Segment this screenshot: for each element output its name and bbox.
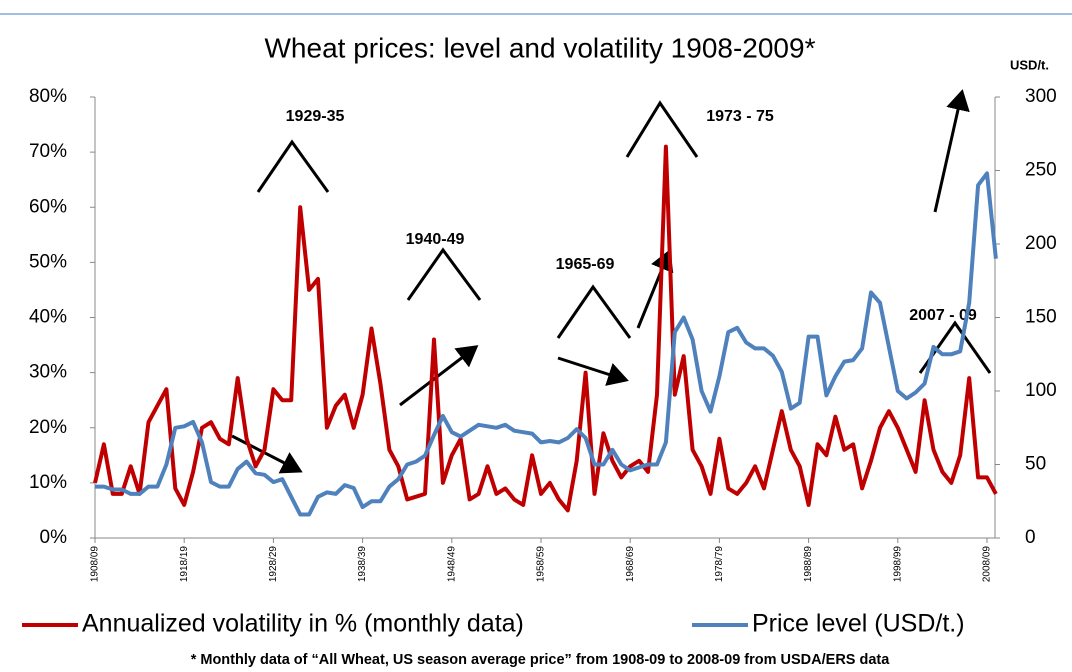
decorations — [231, 89, 992, 474]
y2-tick-label: 150 — [1025, 307, 1057, 328]
footnote: * Monthly data of “All Wheat, US season … — [191, 652, 891, 668]
chart-title: Wheat prices: level and volatility 1908-… — [265, 32, 816, 63]
arrow — [557, 356, 629, 386]
x-tick-label: 1958/59 — [536, 546, 547, 583]
y2-tick-label: 250 — [1025, 160, 1057, 181]
y2-tick-label: 300 — [1025, 86, 1057, 107]
chevron — [556, 284, 632, 339]
x-tick-label: 1948/49 — [446, 546, 457, 583]
y-tick-label: 10% — [29, 472, 67, 493]
y2-axis-label: USD/t. — [1010, 57, 1049, 72]
legend-label: Annualized volatility in % (monthly data… — [82, 610, 524, 638]
arrow — [933, 89, 970, 213]
x-tick-label: 1928/29 — [268, 546, 279, 583]
y-tick-label: 40% — [29, 307, 67, 328]
x-tick-label: 1938/39 — [357, 546, 368, 583]
legend-label: Price level (USD/t.) — [752, 610, 965, 638]
x-tick-label: 1988/89 — [803, 546, 814, 583]
y-tick-label: 60% — [29, 196, 67, 217]
annotation: 2007 - 09 — [909, 307, 977, 324]
y-tick-label: 0% — [40, 527, 68, 548]
x-tick-label: 2008/09 — [982, 546, 993, 583]
y-tick-label: 50% — [29, 251, 67, 272]
y2-tick-label: 200 — [1025, 233, 1057, 254]
arrow — [636, 249, 674, 329]
y2-tick-label: 100 — [1025, 380, 1057, 401]
y-tick-label: 70% — [29, 141, 67, 162]
arrow — [231, 434, 303, 474]
chevron — [625, 100, 699, 158]
series-line — [93, 144, 998, 513]
x-tick-label: 1968/69 — [625, 546, 636, 583]
y2-tick-label: 0 — [1025, 527, 1036, 548]
chevron — [406, 247, 482, 301]
x-tick-label: 1998/99 — [892, 546, 903, 583]
y-tick-label: 80% — [29, 86, 67, 107]
annotation: 1940-49 — [406, 231, 465, 248]
series-line — [95, 171, 998, 517]
y-tick-label: 20% — [29, 417, 67, 438]
chevron — [256, 139, 330, 193]
annotation: 1965-69 — [556, 256, 615, 273]
y2-tick-label: 50 — [1025, 454, 1046, 475]
x-tick-label: 1908/09 — [90, 546, 101, 583]
annotation: 1973 - 75 — [706, 108, 774, 125]
y-tick-label: 30% — [29, 362, 67, 383]
x-tick-label: 1918/19 — [179, 546, 190, 583]
annotation: 1929-35 — [286, 108, 345, 125]
x-tick-label: 1978/79 — [714, 546, 725, 583]
